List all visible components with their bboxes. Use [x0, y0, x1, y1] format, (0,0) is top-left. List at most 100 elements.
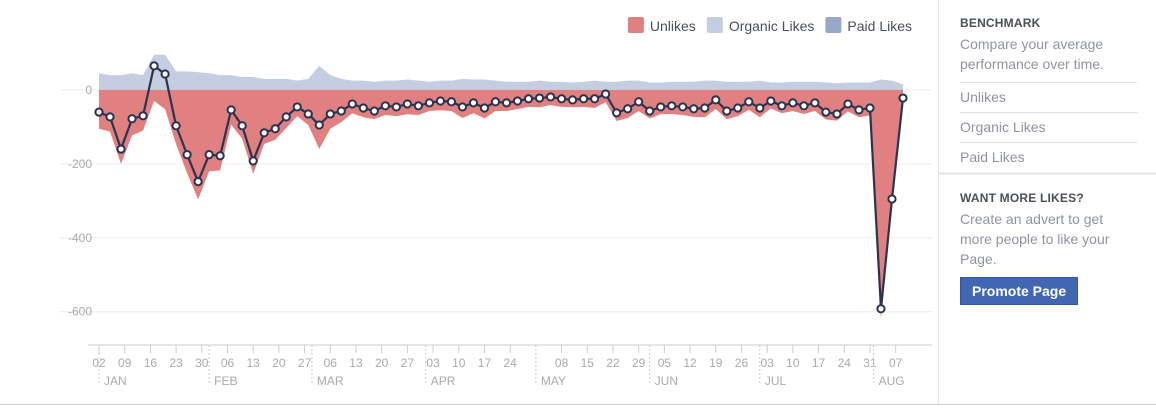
- benchmark-section: BENCHMARK Compare your average performan…: [939, 0, 1156, 74]
- month-label: JUL: [765, 374, 787, 388]
- point: [667, 101, 677, 111]
- point: [391, 102, 401, 112]
- x-tick-label: 17: [812, 356, 826, 370]
- point: [711, 95, 721, 105]
- x-tick-label: 16: [144, 356, 158, 370]
- point: [160, 69, 170, 79]
- point: [149, 61, 159, 71]
- x-tick-label: 09: [118, 356, 132, 370]
- point: [876, 304, 886, 314]
- x-tick-label: 22: [606, 356, 620, 370]
- point: [678, 102, 688, 112]
- point: [545, 92, 556, 102]
- benchmark-text: Compare your average performance over ti…: [960, 36, 1104, 72]
- x-tick-label: 24: [838, 356, 852, 370]
- point: [512, 96, 523, 106]
- point: [402, 99, 412, 109]
- x-tick-label: 06: [324, 356, 338, 370]
- legend-label: Organic Likes: [729, 18, 815, 34]
- month-label: MAY: [541, 374, 566, 388]
- point: [766, 96, 776, 106]
- promo-section: WANT MORE LIKES? Create an advert to get…: [939, 175, 1156, 305]
- x-tick-label: 15: [581, 356, 595, 370]
- promo-text: Create an advert to get more people to l…: [960, 211, 1110, 267]
- point: [490, 97, 501, 107]
- benchmark-list: Unlikes Organic Likes Paid Likes: [960, 82, 1137, 172]
- point: [821, 107, 831, 117]
- point: [556, 94, 567, 104]
- y-tick-label: -200: [68, 157, 92, 171]
- x-tick-label: 29: [632, 356, 646, 370]
- x-tick-label: 08: [555, 356, 569, 370]
- point: [446, 97, 457, 107]
- x-tick-label: 23: [169, 356, 183, 370]
- point: [138, 111, 148, 121]
- point: [303, 109, 313, 119]
- point: [590, 94, 600, 104]
- point: [634, 97, 644, 107]
- point: [898, 93, 908, 103]
- point: [281, 112, 291, 122]
- point: [182, 150, 192, 160]
- benchmark-item[interactable]: Unlikes: [960, 82, 1137, 112]
- promo-title: WANT MORE LIKES?: [960, 191, 1084, 205]
- x-tick-label: 12: [683, 356, 697, 370]
- point: [810, 98, 820, 108]
- point: [733, 103, 743, 113]
- point: [226, 105, 236, 115]
- month-label: APR: [431, 374, 456, 388]
- point: [567, 95, 578, 105]
- point: [832, 109, 842, 119]
- month-label: MAR: [317, 374, 344, 388]
- point: [579, 94, 589, 104]
- promote-button[interactable]: Promote Page: [960, 277, 1079, 305]
- point: [193, 176, 203, 187]
- point: [601, 89, 611, 99]
- y-tick-label: 0: [85, 83, 92, 97]
- point: [248, 156, 258, 166]
- point: [336, 106, 346, 116]
- legend-label: Unlikes: [650, 18, 696, 34]
- point: [347, 99, 357, 109]
- point: [534, 93, 545, 103]
- area: [99, 89, 903, 320]
- point: [325, 109, 335, 119]
- point: [744, 97, 754, 107]
- point: [656, 102, 666, 112]
- x-tick-label: 26: [735, 356, 749, 370]
- point: [369, 106, 379, 116]
- benchmark-item[interactable]: Organic Likes: [960, 112, 1137, 142]
- x-tick-label: 03: [760, 356, 774, 370]
- point: [689, 104, 699, 114]
- point: [523, 94, 534, 104]
- point: [237, 121, 247, 131]
- month-label: JAN: [104, 374, 127, 388]
- point: [292, 102, 302, 112]
- border: [0, 404, 1156, 405]
- x-tick-label: 07: [889, 356, 903, 370]
- x-tick-label: 03: [426, 356, 440, 370]
- x-tick-label: 13: [247, 356, 261, 370]
- x-tick-label: 05: [658, 356, 672, 370]
- point: [270, 124, 280, 134]
- month-label: AUG: [879, 374, 905, 388]
- point: [623, 104, 633, 114]
- x-tick-label: 17: [478, 356, 492, 370]
- point: [700, 103, 710, 113]
- point: [612, 108, 622, 118]
- area: [99, 54, 903, 90]
- x-tick-label: 20: [375, 356, 389, 370]
- point: [116, 144, 126, 154]
- point: [435, 96, 446, 106]
- point: [854, 105, 864, 115]
- x-tick-label: 27: [401, 356, 415, 370]
- point: [171, 121, 181, 131]
- point: [127, 114, 137, 124]
- point: [424, 98, 435, 108]
- point: [777, 101, 787, 111]
- benchmark-item[interactable]: Paid Likes: [960, 142, 1137, 172]
- month-label: FEB: [214, 374, 237, 388]
- x-tick-label: 27: [298, 356, 312, 370]
